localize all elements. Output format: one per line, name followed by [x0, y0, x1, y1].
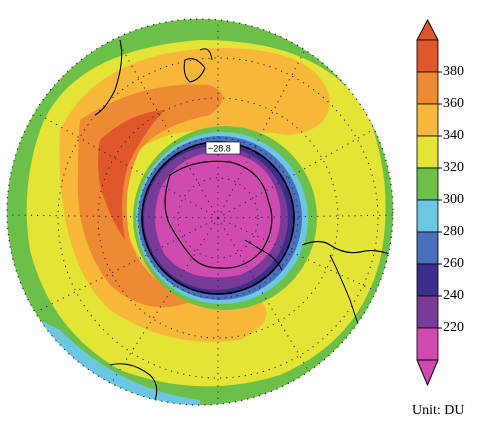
antarctica-coastline: [164, 160, 273, 269]
colorbar-ticks: [438, 71, 442, 329]
map-boundary: [6, 18, 394, 406]
south-america-coastline: [301, 240, 393, 256]
latitude-grid: [57, 57, 379, 379]
colorbar-segment: [416, 39, 439, 73]
contour-label: ~28.8: [208, 144, 231, 154]
colorbar-bottom-arrow: [416, 359, 439, 387]
colorbar-segment: [416, 71, 439, 105]
new-zealand-north: [199, 48, 213, 61]
colorbar-tick-label: 360: [443, 96, 464, 111]
south-america-west-coast: [329, 254, 361, 331]
colorbar-tick-label: 300: [443, 192, 464, 207]
colorbar-segment: [416, 263, 439, 297]
colorbar-segment: [416, 327, 439, 361]
colorbar-segment: [416, 295, 439, 329]
colorbar-tick-label: 280: [443, 224, 464, 239]
colorbar-tick-label: 240: [443, 288, 464, 303]
colorbar-tick-label: 220: [443, 320, 464, 335]
new-zealand-south: [183, 58, 206, 83]
vortex-below-220: [155, 151, 281, 278]
contour-label-box: [205, 141, 241, 155]
colorbar-tick-label: 320: [443, 160, 464, 175]
colorbar-segments: [416, 39, 439, 361]
band-above-380: [98, 110, 165, 240]
colorbar-tick-label: 340: [443, 128, 464, 143]
colorbar-segment: [416, 103, 439, 137]
australia-coastline: [94, 39, 123, 116]
colorbar-segment: [416, 199, 439, 233]
colorbar-tick-label: 380: [443, 64, 464, 79]
ozone-field: [7, 19, 393, 405]
unit-label: Unit: DU: [412, 403, 465, 418]
colorbar-segment: [416, 135, 439, 169]
africa-coastline: [109, 363, 158, 401]
antarctic-peninsula: [244, 239, 283, 271]
colorbar-top-arrow: [416, 18, 439, 41]
colorbar: [416, 18, 442, 387]
colorbar-tick-label: 260: [443, 256, 464, 271]
colorbar-segment: [416, 231, 439, 265]
colorbar-segment: [416, 167, 439, 201]
longitude-grid: [9, 20, 393, 405]
